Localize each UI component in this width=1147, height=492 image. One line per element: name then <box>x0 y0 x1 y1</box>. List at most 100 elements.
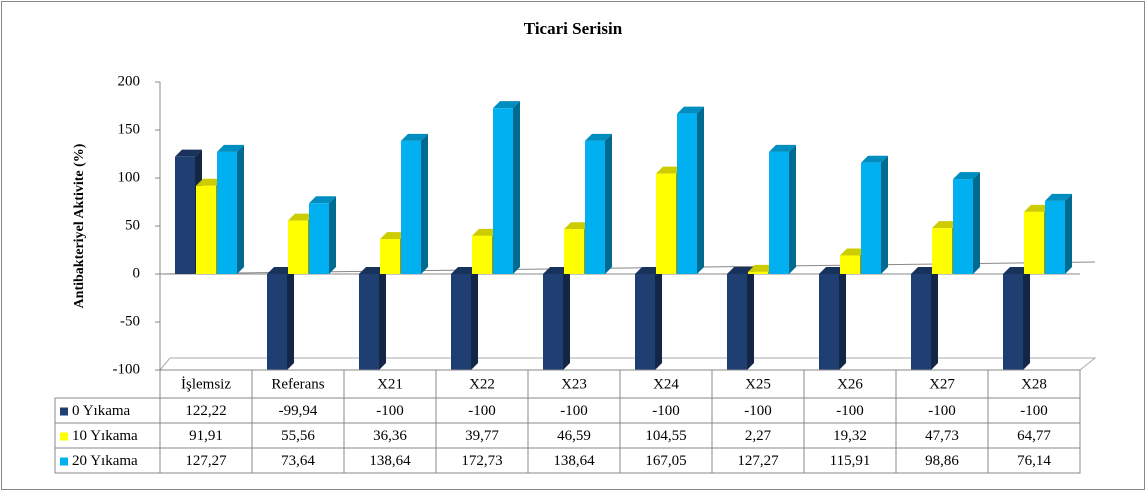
bar <box>451 274 471 370</box>
bar-top <box>196 178 223 186</box>
bar-side <box>605 133 612 274</box>
table-value: -100 <box>652 403 680 419</box>
table-value: 39,77 <box>465 428 499 444</box>
bar-side <box>655 267 662 370</box>
bar <box>911 274 931 370</box>
bar <box>840 255 860 274</box>
bar <box>401 140 421 274</box>
bar-top <box>840 248 867 256</box>
table-value: 46,59 <box>557 428 591 444</box>
y-tick-label: 50 <box>125 217 140 233</box>
chart-title: Ticari Serisin <box>524 19 623 38</box>
table-value: -100 <box>560 403 588 419</box>
bar-top <box>656 166 683 174</box>
x-tick-label: X24 <box>653 376 679 392</box>
bar <box>635 274 655 370</box>
bar <box>543 274 563 370</box>
bar-top <box>288 213 315 221</box>
bar-top <box>1045 193 1072 201</box>
table-value: 2,27 <box>745 428 772 444</box>
bar <box>932 228 952 274</box>
y-axis-label: Antibakteriyel Aktivite (%) <box>72 143 87 308</box>
bar-top <box>953 172 980 180</box>
table-value: 127,27 <box>185 453 227 469</box>
legend-swatch <box>60 457 68 466</box>
bar <box>175 156 195 274</box>
bar-top <box>677 106 704 114</box>
table-value: -100 <box>376 403 404 419</box>
bar <box>677 113 697 274</box>
table-value: 167,05 <box>645 453 686 469</box>
table-value: 91,91 <box>189 428 223 444</box>
bar-top <box>359 267 386 274</box>
bar-top <box>564 222 591 230</box>
table-value: 104,55 <box>645 428 686 444</box>
table-value: -100 <box>836 403 864 419</box>
bar <box>472 235 492 274</box>
bar-top <box>380 232 407 240</box>
bar-side <box>931 267 938 370</box>
bar-top <box>401 133 428 141</box>
bar-side <box>747 267 754 370</box>
bar <box>217 151 237 274</box>
table-value: -100 <box>744 403 772 419</box>
bar-top <box>635 267 662 274</box>
y-tick-label: 100 <box>118 169 141 185</box>
bar-top <box>911 267 938 274</box>
x-tick-label: X27 <box>929 376 955 392</box>
y-tick-label: 200 <box>118 73 141 89</box>
table-value: 76,14 <box>1017 453 1051 469</box>
x-tick-label: X26 <box>837 376 863 392</box>
table-value: 127,27 <box>737 453 779 469</box>
bar-side <box>563 267 570 370</box>
bar-top <box>175 149 202 157</box>
bar <box>564 229 584 274</box>
table-value: 19,32 <box>833 428 867 444</box>
bar-side <box>789 144 796 274</box>
bar <box>309 203 329 274</box>
bar-side <box>513 101 520 274</box>
x-tick-label: X22 <box>469 376 495 392</box>
bar-side <box>881 155 888 274</box>
legend-label: 0 Yıkama <box>72 403 131 419</box>
bar <box>656 173 676 274</box>
bar <box>1024 211 1044 274</box>
bar <box>359 274 379 370</box>
legend-swatch <box>60 407 68 416</box>
bar-top <box>748 264 775 272</box>
bar-side <box>237 144 244 274</box>
bar-side <box>421 133 428 274</box>
bar <box>1003 274 1023 370</box>
bar-top <box>861 155 888 163</box>
legend-swatch <box>60 432 68 441</box>
bar-top <box>769 144 796 152</box>
y-tick-label: -100 <box>113 361 141 377</box>
bar-top <box>1024 204 1051 212</box>
table-value: -100 <box>928 403 956 419</box>
table-value: -100 <box>1020 403 1048 419</box>
table-value: 64,77 <box>1017 428 1051 444</box>
legend-label: 20 Yıkama <box>72 453 138 469</box>
bar-top <box>309 196 336 204</box>
bar-top <box>1003 267 1030 274</box>
bar-top <box>585 133 612 141</box>
bar-top <box>267 267 294 274</box>
bar <box>196 185 216 274</box>
bar-side <box>471 267 478 370</box>
bar <box>267 274 287 370</box>
bar <box>380 239 400 274</box>
table-value: 98,86 <box>925 453 959 469</box>
bar-top <box>472 228 499 236</box>
x-tick-label: İşlemsiz <box>181 376 231 392</box>
bar <box>769 151 789 274</box>
bar-top <box>543 267 570 274</box>
table-value: 115,91 <box>830 453 871 469</box>
bar <box>819 274 839 370</box>
x-tick-label: X21 <box>377 376 403 392</box>
bar-side <box>1065 193 1072 274</box>
y-tick-label: 0 <box>133 265 141 281</box>
x-tick-label: X25 <box>745 376 771 392</box>
bar-side <box>839 267 846 370</box>
bar <box>288 220 308 274</box>
